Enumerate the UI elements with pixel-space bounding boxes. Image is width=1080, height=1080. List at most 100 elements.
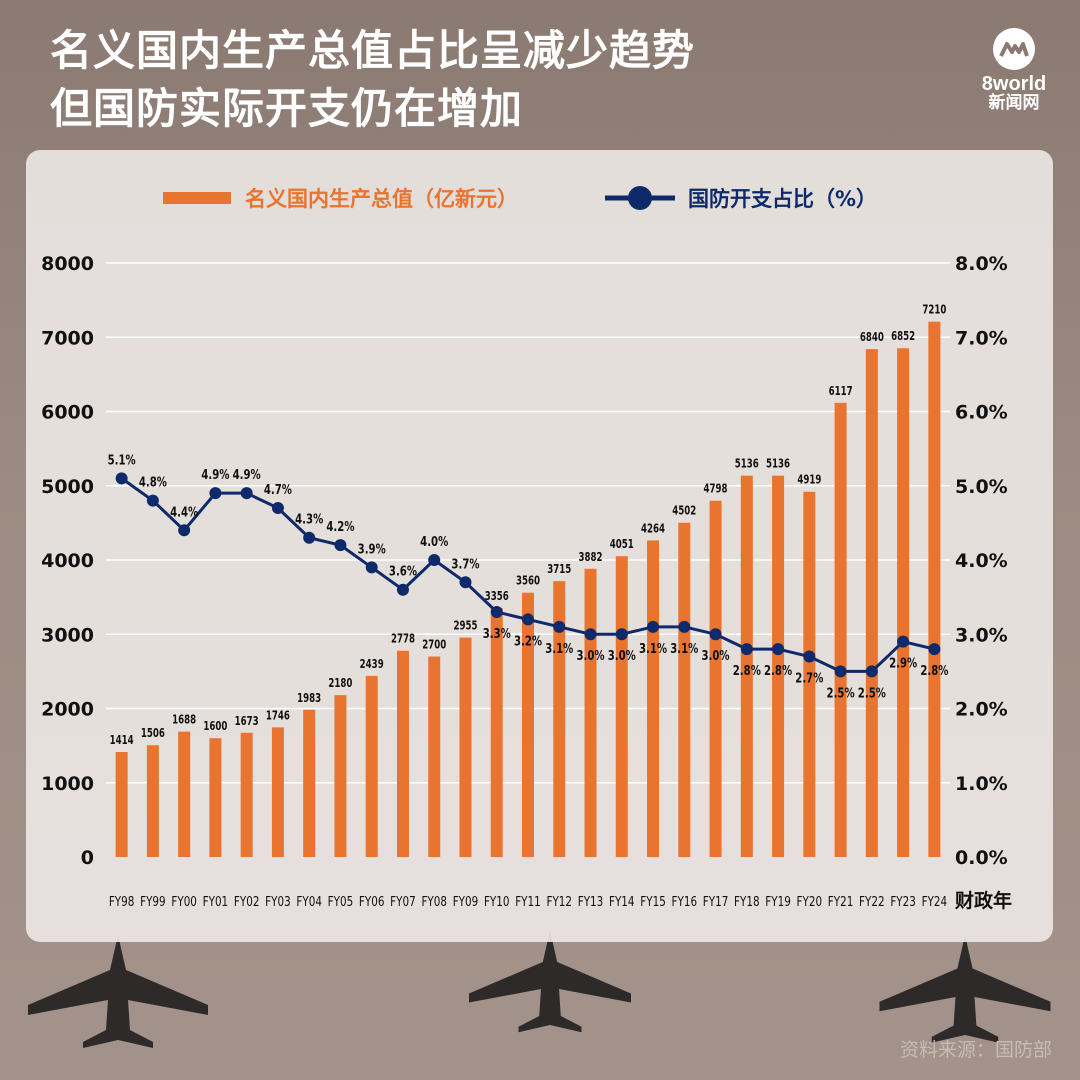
- x-tick-label: FY08: [421, 894, 447, 909]
- bar: [115, 752, 128, 857]
- line-value-label: 3.9%: [358, 541, 386, 557]
- bar-value-label: 4798: [704, 482, 728, 496]
- x-tick-label: FY16: [672, 894, 698, 909]
- bar-value-label: 5136: [766, 457, 790, 471]
- x-tick-label: FY07: [390, 894, 416, 909]
- x-tick-label: FY09: [453, 894, 479, 909]
- bar: [928, 321, 941, 858]
- line-value-label: 4.9%: [201, 467, 229, 483]
- bar-value-label: 2778: [391, 632, 415, 646]
- bar-value-label: 4919: [797, 473, 821, 487]
- y-left-tick-label: 1000: [41, 773, 94, 795]
- line-point: [615, 628, 628, 641]
- bar: [615, 556, 628, 857]
- bar: [803, 491, 816, 857]
- bar: [146, 745, 159, 857]
- y-left-tick-label: 6000: [41, 402, 94, 424]
- line-point: [334, 539, 347, 552]
- bar: [271, 727, 284, 857]
- x-tick-label: FY98: [109, 894, 135, 909]
- legend-line-marker: [628, 186, 652, 210]
- bar: [865, 349, 878, 857]
- bar-value-label: 3356: [485, 589, 509, 603]
- line-point: [365, 561, 378, 574]
- line-point: [865, 665, 878, 678]
- chart-title-line1: 名义国内生产总值占比呈减少趋势: [50, 26, 696, 75]
- bar: [522, 592, 534, 857]
- line-value-label: 4.3%: [295, 511, 323, 527]
- bar: [897, 348, 910, 857]
- x-axis: FY98 FY99 FY00 FY01 FY02 FY03 FY04 FY05 FY06 FY07…: [109, 894, 947, 909]
- logo-brand-text: 8world: [981, 73, 1047, 95]
- x-tick-label: FY02: [234, 894, 260, 909]
- line-value-label: 2.8%: [733, 663, 761, 679]
- bar-value-label: 4502: [672, 504, 696, 518]
- x-tick-label: FY22: [859, 894, 885, 909]
- legend-bar-swatch: [163, 192, 231, 204]
- line-point: [740, 643, 753, 656]
- line-point: [834, 665, 847, 678]
- line-point: [271, 502, 284, 515]
- line-point: [115, 472, 128, 485]
- bar-value-label: 7210: [922, 303, 946, 317]
- y-right-tick-label: 8.0%: [955, 253, 1008, 275]
- line-value-label: 4.8%: [139, 474, 167, 490]
- x-tick-label: FY19: [765, 894, 791, 909]
- jet-silhouette-right: [879, 935, 1051, 1043]
- y-left-tick-label: 8000: [41, 253, 94, 275]
- x-tick-label: FY21: [828, 894, 854, 909]
- y-right-tick-label: 4.0%: [955, 550, 1008, 572]
- bar-value-label: 1506: [141, 727, 165, 741]
- line-value-label: 3.2%: [514, 633, 542, 649]
- y-left-tick-label: 3000: [41, 624, 94, 646]
- line-value-labels: 5.1%4.8%4.4%4.9% 4.9%4.7%4.3% 4.2%3.9%3.6%…: [108, 452, 949, 701]
- bar-value-label: 1673: [235, 714, 259, 728]
- x-axis-label: 财政年: [955, 889, 1012, 912]
- line-point: [490, 605, 503, 618]
- legend-bar-label: 名义国内生产总值（亿新元）: [245, 187, 518, 211]
- legend: 名义国内生产总值（亿新元） 国防开支占比（%）: [163, 186, 877, 211]
- line-value-label: 2.5%: [858, 685, 886, 701]
- line-point: [522, 613, 534, 626]
- bar: [709, 500, 722, 857]
- x-tick-label: FY06: [359, 894, 385, 909]
- bar-value-label: 6852: [891, 330, 915, 344]
- bar-value-label: 1414: [110, 734, 134, 748]
- x-tick-label: FY20: [797, 894, 823, 909]
- x-tick-label: FY24: [922, 894, 948, 909]
- line-value-label: 3.1%: [545, 641, 573, 657]
- bar: [553, 581, 566, 857]
- chart-panel: [26, 150, 1053, 942]
- x-tick-label: FY17: [703, 894, 729, 909]
- bar-value-label: 3560: [516, 574, 540, 588]
- line-point: [396, 583, 409, 596]
- line-value-label: 2.8%: [920, 663, 948, 679]
- line-value-label: 4.2%: [326, 519, 354, 535]
- jet-silhouette-center: [469, 930, 631, 1033]
- x-tick-label: FY04: [296, 894, 322, 909]
- bar: [365, 675, 378, 857]
- x-tick-label: FY03: [265, 894, 291, 909]
- y-right-tick-label: 0.0%: [955, 847, 1008, 869]
- line-value-label: 2.5%: [827, 685, 855, 701]
- bar: [740, 475, 753, 857]
- bar: [303, 709, 316, 857]
- line-value-label: 4.0%: [420, 534, 448, 550]
- x-tick-label: FY05: [328, 894, 354, 909]
- bar: [772, 475, 785, 857]
- bar-value-label: 1688: [172, 713, 196, 727]
- y-right-tick-label: 5.0%: [955, 476, 1008, 498]
- line-value-label: 3.1%: [670, 641, 698, 657]
- y-right-tick-label: 3.0%: [955, 624, 1008, 646]
- line-point: [240, 487, 253, 500]
- bar: [396, 650, 409, 857]
- line-value-label: 3.7%: [451, 556, 479, 572]
- line-value-label: 2.8%: [764, 663, 792, 679]
- y-left-tick-label: 2000: [41, 699, 94, 721]
- x-tick-label: FY15: [640, 894, 666, 909]
- x-tick-label: FY00: [171, 894, 197, 909]
- bar: [209, 738, 222, 857]
- bar: [459, 637, 472, 857]
- bar: [678, 522, 691, 857]
